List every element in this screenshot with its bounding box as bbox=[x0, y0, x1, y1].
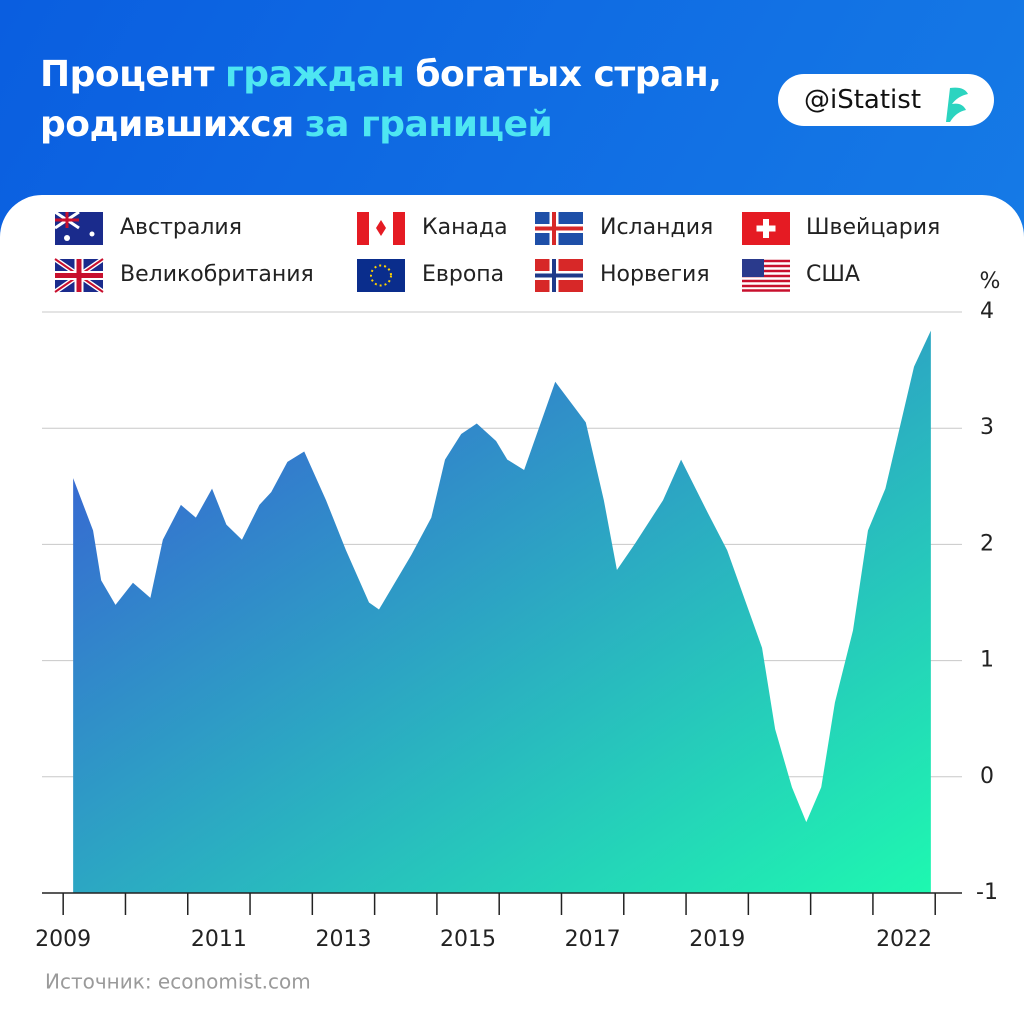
title-part: богатых стран, bbox=[415, 54, 722, 95]
y-unit: % bbox=[980, 269, 1001, 294]
title-part: граждан bbox=[224, 54, 405, 95]
flag bbox=[535, 212, 583, 245]
legend-label: Исландия bbox=[600, 215, 713, 240]
legend-label: Австралия bbox=[120, 215, 242, 240]
y-tick-label: 0 bbox=[980, 764, 994, 789]
y-tick-label: 1 bbox=[980, 648, 994, 673]
legend-label: Норвегия bbox=[600, 262, 710, 287]
legend-label: США bbox=[806, 262, 860, 287]
flag bbox=[53, 256, 105, 295]
title-part: за границей bbox=[304, 104, 553, 145]
x-tick-label: 2017 bbox=[565, 927, 621, 952]
area bbox=[73, 330, 931, 893]
y-tick-label: 3 bbox=[980, 415, 994, 440]
y-tick-label: 4 bbox=[980, 299, 994, 324]
y-tick-label: 2 bbox=[980, 531, 994, 556]
title-part: родившихся bbox=[40, 104, 294, 145]
flag bbox=[535, 259, 583, 292]
legend-label: Великобритания bbox=[120, 262, 314, 287]
y-tick-label: -1 bbox=[976, 880, 998, 905]
flag bbox=[357, 259, 405, 292]
x-tick-label: 2022 bbox=[876, 927, 932, 952]
x-tick-label: 2009 bbox=[35, 927, 91, 952]
flag bbox=[742, 212, 790, 245]
title-part: Процент bbox=[40, 54, 214, 95]
source: Источник: economist.com bbox=[45, 970, 311, 994]
flag bbox=[742, 259, 790, 292]
x-tick-label: 2019 bbox=[689, 927, 745, 952]
brand-icon bbox=[946, 87, 968, 122]
x-tick-label: 2011 bbox=[191, 927, 247, 952]
x-tick-label: 2013 bbox=[315, 927, 371, 952]
brand: @iStatist bbox=[778, 74, 994, 126]
legend-label: Европа bbox=[422, 262, 504, 287]
x-tick-label: 2015 bbox=[440, 927, 496, 952]
flag bbox=[357, 212, 405, 245]
legend-label: Канада bbox=[422, 215, 508, 240]
title: Процент граждан богатых стран, родившихся за… bbox=[40, 50, 732, 150]
flag bbox=[54, 210, 103, 245]
legend-label: Швейцария bbox=[806, 215, 940, 240]
